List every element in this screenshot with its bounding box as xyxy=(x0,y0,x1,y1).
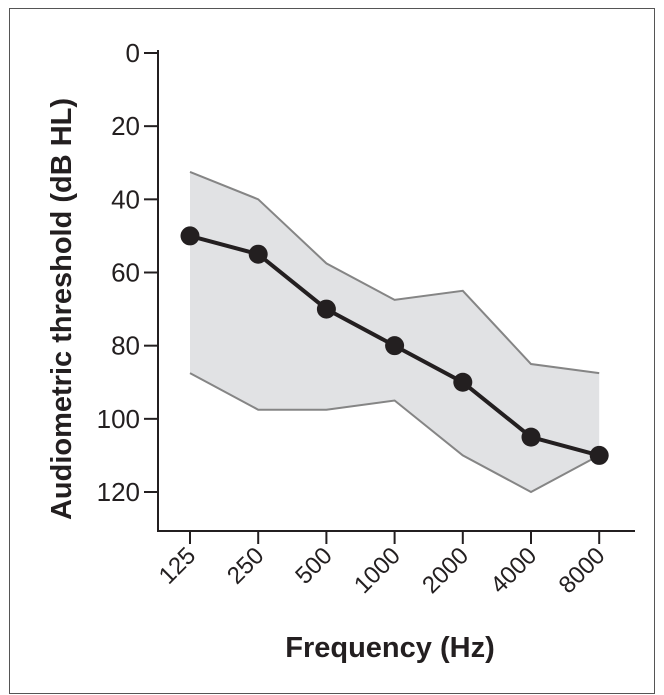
y-tick-label: 120 xyxy=(97,477,140,507)
y-tick-label: 100 xyxy=(97,404,140,434)
range-band-lower-edge xyxy=(189,372,600,494)
data-point xyxy=(589,445,609,465)
range-band-upper-edge xyxy=(189,170,600,375)
x-axis-ticks: 125 250 500 1000 2000 4000 8000 xyxy=(154,531,611,599)
x-tick-label: 1000 xyxy=(349,542,406,599)
y-axis-title: Audiometric threshold (dB HL) xyxy=(46,98,78,520)
range-band-layer xyxy=(189,170,600,494)
x-tick-label: 4000 xyxy=(485,542,542,599)
series-layer xyxy=(180,226,609,465)
x-axis-title: Frequency (Hz) xyxy=(285,632,494,664)
data-point xyxy=(248,244,268,264)
y-tick-label: 20 xyxy=(111,111,140,141)
x-tick-label: 2000 xyxy=(417,542,474,599)
range-band-fill xyxy=(190,171,600,492)
y-tick-label: 40 xyxy=(111,184,140,214)
data-point xyxy=(453,372,473,392)
x-tick-label: 250 xyxy=(222,542,269,589)
audiogram-chart: 0 20 40 60 80 100 120 125 250 500 1000 2000 4000 800… xyxy=(46,38,635,664)
x-tick-label: 8000 xyxy=(554,542,611,599)
y-tick-label: 80 xyxy=(111,331,140,361)
data-point xyxy=(385,336,405,356)
data-point xyxy=(180,226,200,246)
data-point xyxy=(521,427,541,447)
axes xyxy=(157,50,635,532)
y-tick-label: 0 xyxy=(126,38,140,68)
x-tick-label: 125 xyxy=(154,542,201,589)
x-tick-label: 500 xyxy=(290,542,337,589)
figure-frame: 0 20 40 60 80 100 120 125 250 500 1000 2000 4000 800… xyxy=(9,8,655,694)
data-point xyxy=(316,299,336,319)
y-axis-ticks: 0 20 40 60 80 100 120 xyxy=(97,38,158,507)
y-tick-label: 60 xyxy=(111,258,140,288)
